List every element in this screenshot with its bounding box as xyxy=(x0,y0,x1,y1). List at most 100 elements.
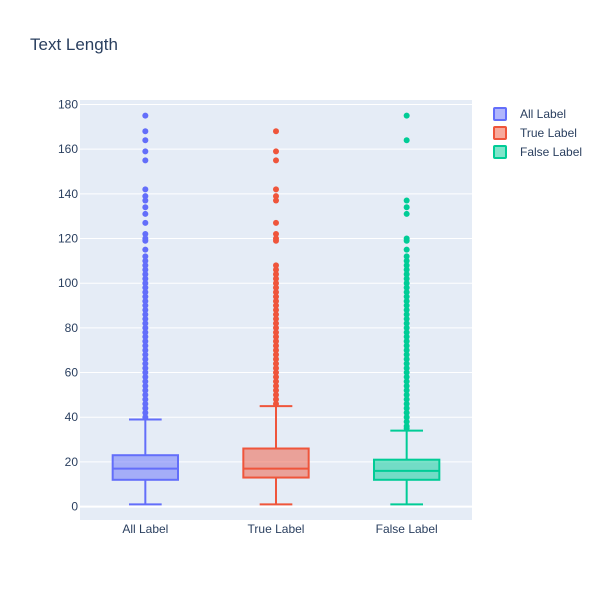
outlier-point xyxy=(142,284,149,291)
outlier-point xyxy=(142,219,149,226)
outlier-point xyxy=(142,210,149,217)
legend-swatch xyxy=(493,107,507,121)
chart-title: Text Length xyxy=(30,35,118,54)
outlier-point xyxy=(142,237,149,244)
outlier-point xyxy=(142,289,149,296)
outlier-point xyxy=(142,204,149,211)
outlier-point xyxy=(273,400,279,407)
outlier-point xyxy=(142,405,149,412)
box-all-label[interactable] xyxy=(111,112,179,506)
outlier-point xyxy=(273,302,279,309)
outlier-point xyxy=(273,293,279,300)
outlier-point xyxy=(273,231,279,238)
legend[interactable]: All Label True Label False Label xyxy=(493,107,582,159)
legend-item[interactable]: True Label xyxy=(493,126,577,140)
outlier-point xyxy=(403,271,410,278)
x-tick-label: All Label xyxy=(122,522,168,536)
outlier-point xyxy=(403,275,410,282)
outlier-point xyxy=(403,307,410,313)
outlier-point xyxy=(142,387,149,394)
outlier-point xyxy=(142,365,149,372)
outlier-point xyxy=(142,324,149,331)
outlier-point xyxy=(142,275,149,282)
outlier-point xyxy=(403,342,410,349)
box-true-label[interactable] xyxy=(242,128,310,506)
outlier-point xyxy=(403,324,410,331)
outlier-point xyxy=(142,374,149,381)
outlier-point xyxy=(403,320,410,327)
outlier-point xyxy=(142,231,149,238)
outlier-point xyxy=(273,193,279,200)
x-tick-label: True Label xyxy=(248,522,305,536)
outlier-point xyxy=(142,409,149,416)
box-false-label[interactable] xyxy=(373,112,441,506)
legend-item[interactable]: False Label xyxy=(493,145,582,159)
outlier-point xyxy=(403,382,410,389)
outlier-point xyxy=(403,112,410,119)
legend-label: False Label xyxy=(520,145,582,159)
outlier-point xyxy=(403,418,410,425)
x-axis: All Label True Label False Label xyxy=(122,522,437,536)
outlier-point xyxy=(142,360,149,367)
outlier-point xyxy=(273,128,279,135)
outlier-point xyxy=(142,137,149,144)
outlier-point xyxy=(142,400,149,407)
outlier-point xyxy=(273,237,279,244)
outlier-point xyxy=(273,284,279,291)
box-series xyxy=(111,112,441,506)
outlier-point xyxy=(403,338,410,345)
legend-swatch xyxy=(493,126,507,140)
outlier-point xyxy=(403,369,410,376)
outlier-point xyxy=(403,391,410,398)
outlier-point xyxy=(273,280,279,287)
outlier-point xyxy=(142,315,149,322)
outlier-point xyxy=(142,396,149,403)
outlier-point xyxy=(403,405,410,412)
outlier-point xyxy=(273,311,279,318)
outlier-point xyxy=(273,369,279,376)
outlier-point xyxy=(142,186,149,193)
outlier-point xyxy=(142,356,149,363)
outlier-point xyxy=(403,262,410,269)
outlier-point xyxy=(273,347,279,354)
outlier-point xyxy=(403,374,410,381)
outlier-point xyxy=(142,329,149,336)
outlier-point xyxy=(142,193,149,200)
outlier-point xyxy=(273,333,279,340)
outlier-point xyxy=(403,425,410,432)
legend-item[interactable]: All Label xyxy=(493,107,566,121)
outlier-point xyxy=(403,365,410,372)
box-iqr xyxy=(111,454,179,481)
outlier-point xyxy=(403,311,410,318)
outlier-point xyxy=(403,414,410,421)
outlier-point xyxy=(273,324,279,331)
outlier-point xyxy=(142,298,149,305)
outlier-point xyxy=(403,237,410,244)
outlier-point xyxy=(142,253,149,260)
outlier-point xyxy=(142,266,149,273)
y-tick-label: 40 xyxy=(65,410,79,424)
outlier-point xyxy=(273,271,279,278)
outlier-point xyxy=(142,293,149,300)
outlier-point xyxy=(273,148,279,155)
box-iqr xyxy=(242,447,310,479)
y-tick-label: 100 xyxy=(58,276,78,290)
outlier-point xyxy=(142,307,149,313)
outlier-point xyxy=(403,396,410,403)
legend-swatch xyxy=(493,145,507,159)
outlier-point xyxy=(403,378,410,385)
outlier-point xyxy=(403,280,410,287)
outlier-point xyxy=(273,266,279,273)
outlier-point xyxy=(142,157,149,164)
outlier-point xyxy=(403,333,410,340)
outlier-point xyxy=(403,197,410,204)
outlier-point xyxy=(273,329,279,336)
outlier-point xyxy=(273,356,279,363)
outlier-point xyxy=(273,396,279,403)
outlier-point xyxy=(142,382,149,389)
outlier-point xyxy=(273,342,279,349)
y-tick-label: 140 xyxy=(58,187,78,201)
y-axis: 0 20 40 60 80 100 120 140 160 180 xyxy=(58,97,78,513)
y-tick-label: 60 xyxy=(65,366,79,380)
